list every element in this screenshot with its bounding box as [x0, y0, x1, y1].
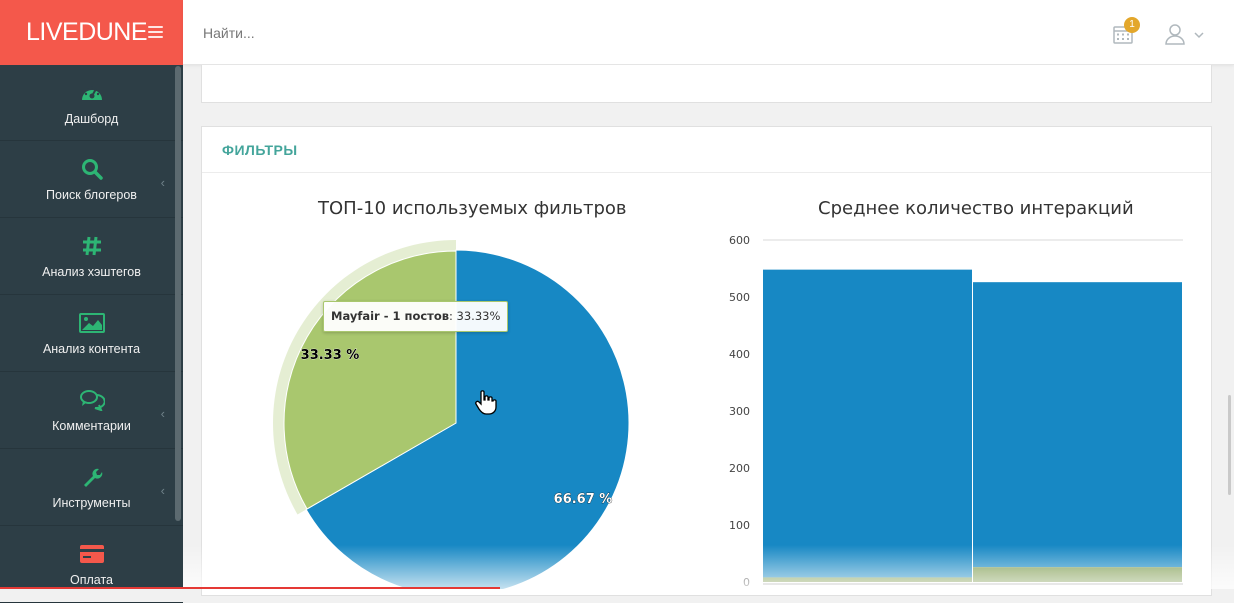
panel-title: ФИЛЬТРЫ — [222, 141, 298, 158]
pie-data-label: 66.67 % — [554, 492, 613, 507]
credit-card-icon — [79, 541, 105, 567]
image-icon — [78, 310, 105, 336]
bar-segment[interactable] — [763, 269, 972, 578]
sidebar-item-label: Поиск блогеров — [46, 188, 137, 202]
sidebar: LIVEDUNE Дашборд Поиск блогеров ‹ Анализ… — [0, 0, 183, 603]
sidebar-scrollbar[interactable] — [175, 66, 181, 521]
search-input[interactable] — [203, 22, 503, 44]
user-menu[interactable] — [1165, 22, 1211, 46]
y-tick-label: 300 — [729, 405, 750, 418]
sidebar-item-label: Оплата — [70, 573, 113, 587]
wrench-icon — [81, 464, 103, 490]
topbar: 1 — [183, 0, 1234, 65]
sidebar-item-label: Анализ хэштегов — [42, 265, 141, 279]
dashboard-icon — [80, 80, 104, 106]
sidebar-item-label: Инструменты — [52, 496, 131, 510]
tooltip-name: Mayfair - 1 постов — [331, 309, 450, 323]
bar-chart: 600 500 400 300 200 100 0 — [729, 234, 1183, 589]
bar-chart-title: Среднее количество интеракций — [818, 198, 1134, 219]
sidebar-item-label: Анализ контента — [42, 342, 141, 356]
panel-header: ФИЛЬТРЫ — [202, 127, 1211, 173]
y-tick-label: 600 — [729, 234, 750, 247]
sidebar-item-hashtags[interactable]: Анализ хэштегов — [0, 218, 183, 295]
hashtag-icon — [81, 233, 103, 259]
bar-segment[interactable] — [973, 282, 1182, 568]
pie-chart-title: ТОП-10 используемых фильтров — [318, 198, 627, 219]
chart-tooltip: Mayfair - 1 постов: 33.33% — [323, 301, 509, 332]
y-tick-label: 400 — [729, 348, 750, 361]
tooltip-value: 33.33% — [456, 309, 501, 323]
user-icon — [1165, 24, 1204, 45]
sidebar-nav: Дашборд Поиск блогеров ‹ Анализ хэштегов… — [0, 65, 183, 603]
y-tick-label: 200 — [729, 462, 750, 475]
previous-panel — [201, 65, 1212, 103]
bar-segment[interactable] — [763, 577, 972, 582]
y-tick-label: 100 — [729, 519, 750, 532]
loading-bar — [0, 587, 500, 589]
bar-segment[interactable] — [973, 567, 1182, 582]
comments-icon — [79, 387, 105, 413]
y-tick-label: 0 — [743, 576, 750, 589]
menu-toggle-icon[interactable] — [148, 26, 163, 39]
sidebar-item-comments[interactable]: Комментарии ‹ — [0, 372, 183, 449]
sidebar-item-tools[interactable]: Инструменты ‹ — [0, 449, 183, 526]
chevron-left-icon: ‹ — [160, 175, 165, 190]
chevron-left-icon: ‹ — [160, 483, 165, 498]
brand-logo[interactable]: LIVEDUNE — [26, 18, 148, 46]
page-scrollbar[interactable] — [1228, 395, 1231, 495]
hand-cursor-icon — [475, 390, 497, 415]
sidebar-item-blogger-search[interactable]: Поиск блогеров ‹ — [0, 141, 183, 218]
chevron-left-icon: ‹ — [160, 406, 165, 421]
calendar-icon[interactable] — [1113, 24, 1133, 44]
search-icon — [81, 156, 103, 182]
sidebar-item-content[interactable]: Анализ контента — [0, 295, 183, 372]
notification-badge: 1 — [1124, 17, 1140, 33]
brand-header: LIVEDUNE — [0, 0, 183, 65]
pie-data-label: 33.33 % — [301, 348, 360, 363]
sidebar-item-dashboard[interactable]: Дашборд — [0, 65, 183, 141]
y-tick-label: 500 — [729, 291, 750, 304]
sidebar-item-label: Дашборд — [64, 111, 119, 126]
sidebar-item-label: Комментарии — [52, 419, 131, 433]
